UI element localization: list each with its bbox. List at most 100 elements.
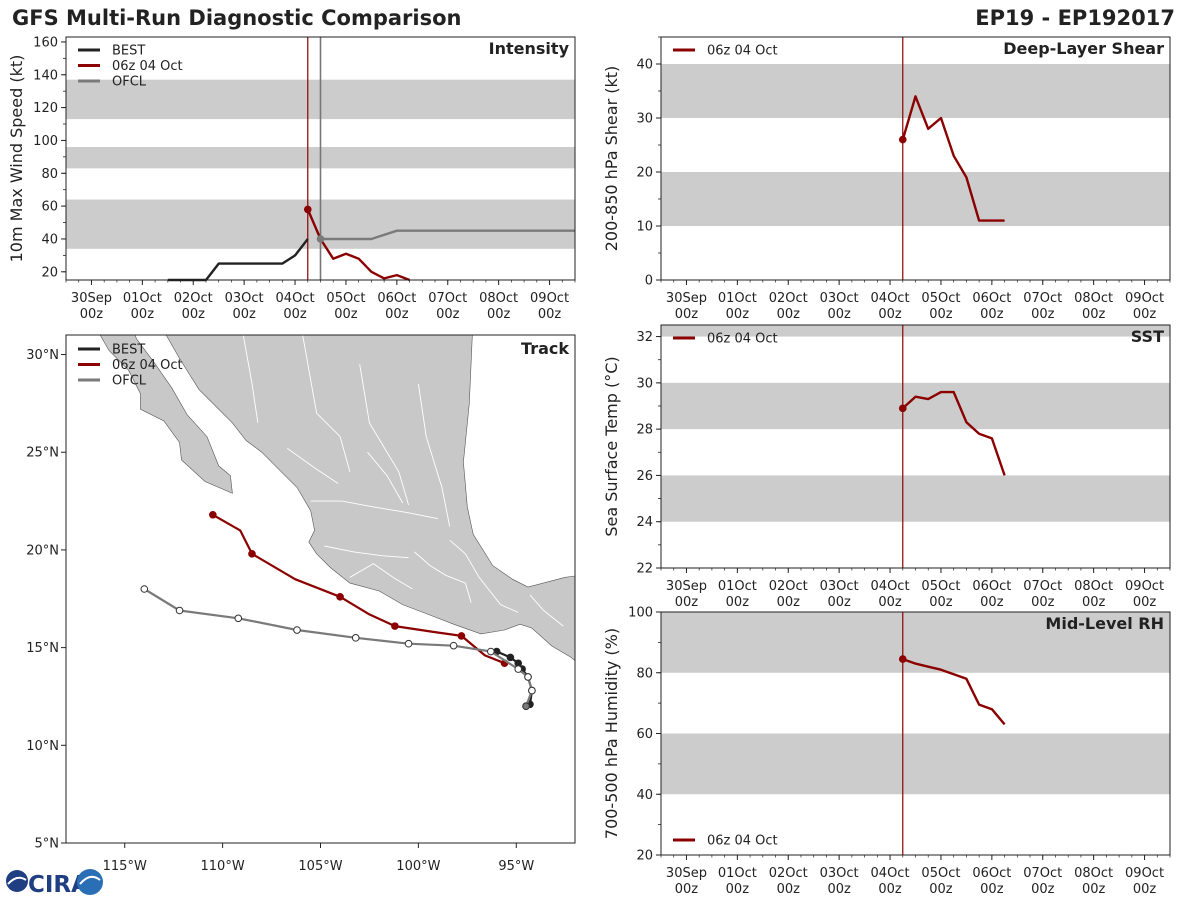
sst-ylabel: Sea Surface Temp (°C) [602, 356, 621, 536]
intensity-xtick-date: 08Oct [479, 291, 518, 306]
rh-xtick-hour: 00z [675, 882, 699, 897]
shear-panel-title: Deep-Layer Shear [1003, 39, 1164, 58]
rh-xtick-date: 02Oct [769, 866, 808, 881]
cira-logo: CIRA [6, 869, 103, 898]
shear-xtick-date: 06Oct [972, 291, 1011, 306]
rh-threshold-band [661, 733, 1170, 795]
shear-xtick-hour: 00z [827, 307, 851, 322]
shear-xtick-date: 02Oct [769, 291, 808, 306]
shear-threshold-band [661, 172, 1170, 226]
intensity-ofcl-start-marker [316, 235, 325, 243]
rh-ytick-label: 40 [636, 788, 653, 803]
track-point [487, 647, 495, 656]
sst-ytick-label: 24 [636, 515, 653, 530]
shear-threshold-band [661, 64, 1170, 118]
intensity-xtick-hour: 00z [385, 307, 409, 322]
logo-swoosh-icon [7, 876, 27, 885]
shear-xtick-date: 07Oct [1023, 291, 1062, 306]
sst-ytick-label: 30 [636, 376, 653, 391]
track-point [506, 653, 515, 662]
intensity-series-line-2 [320, 229, 575, 241]
rh-xtick-hour: 00z [1082, 882, 1106, 897]
rh-xtick-date: 08Oct [1074, 866, 1113, 881]
state-boundary [417, 383, 451, 527]
track-point [140, 585, 149, 593]
intensity-xtick-date: 06Oct [377, 291, 416, 306]
shear-legend-label: 06z 04 Oct [707, 44, 778, 59]
sst-threshold-band [661, 382, 1170, 430]
rh-xtick-date: 30Sep [666, 866, 707, 881]
state-boundary [324, 545, 409, 559]
rh-xtick-hour: 00z [929, 882, 953, 897]
intensity-series-line-0 [167, 238, 309, 282]
rh-legend-label: 06z 04 Oct [707, 834, 778, 849]
track-point [293, 626, 301, 634]
track-legend-label: BEST [112, 343, 145, 358]
track-xtick-label: 95°W [498, 859, 534, 874]
track-point [528, 686, 536, 695]
track-xtick-label: 100°W [396, 859, 440, 874]
logo-emblem-wave-icon [79, 875, 101, 885]
sst-xtick-date: 30Sep [666, 579, 707, 594]
track-legend-label: OFCL [112, 374, 147, 389]
sst-threshold-band [661, 475, 1170, 522]
intensity-panel: 2040608010012014016030Sep00z01Oct00z02Oc… [7, 35, 576, 322]
track-point [404, 639, 413, 648]
logo-globe-icon [6, 870, 28, 892]
track-point [209, 510, 217, 519]
shear-ytick-label: 10 [636, 220, 653, 235]
track-point [522, 702, 530, 711]
gulf-of-mexico [463, 335, 575, 588]
intensity-series-line-1 [306, 208, 411, 282]
track-ytick-label: 10°N [26, 739, 59, 754]
track-point [234, 614, 243, 623]
state-boundary [242, 335, 259, 423]
state-boundary [414, 551, 472, 603]
shear-xtick-hour: 00z [980, 307, 1004, 322]
sst-legend-label: 06z 04 Oct [707, 332, 778, 347]
baja-peninsula [99, 335, 233, 494]
shear-xtick-hour: 00z [1031, 307, 1055, 322]
shear-series-start-marker [898, 135, 907, 144]
shear-xtick-hour: 00z [929, 307, 953, 322]
sst-series-start-marker [898, 404, 907, 413]
intensity-legend-label: OFCL [112, 75, 147, 90]
rh-xtick-date: 05Oct [921, 866, 960, 881]
rh-series-line-0 [902, 657, 1006, 726]
sst-xtick-hour: 00z [878, 595, 902, 610]
shear-ytick-label: 20 [636, 166, 653, 181]
track-ytick-label: 5°N [35, 837, 60, 852]
shear-series-line-0 [901, 95, 1005, 222]
intensity-xtick-hour: 00z [182, 307, 206, 322]
track-point [351, 634, 360, 642]
track-point [175, 606, 184, 615]
sst-panel: 22242628303230Sep00z01Oct00z02Oct00z03Oc… [602, 324, 1171, 610]
track-line-06z-04-oct [212, 513, 505, 665]
intensity-xtick-hour: 00z [283, 307, 307, 322]
rh-xtick-date: 09Oct [1125, 866, 1164, 881]
intensity-xtick-hour: 00z [436, 307, 460, 322]
shear-xtick-date: 04Oct [871, 291, 910, 306]
intensity-xtick-date: 30Sep [71, 291, 112, 306]
rh-xtick-hour: 00z [1133, 882, 1157, 897]
shear-ytick-label: 40 [636, 58, 653, 73]
shear-panel: 01020304030Sep00z01Oct00z02Oct00z03Oct00… [602, 36, 1171, 322]
track-point [391, 622, 399, 630]
rh-ytick-label: 20 [636, 849, 653, 864]
track-xtick-label: 115°W [103, 859, 147, 874]
rh-ylabel: 700-500 hPa Humidity (%) [602, 628, 621, 839]
rh-series-start-marker [898, 655, 907, 663]
intensity-xtick-hour: 00z [80, 307, 104, 322]
intensity-xtick-date: 01Oct [123, 291, 162, 306]
intensity-xtick-hour: 00z [232, 307, 256, 322]
track-legend-label: 06z 04 Oct [112, 358, 183, 373]
rh-xtick-hour: 00z [980, 882, 1004, 897]
intensity-ytick-label: 140 [33, 68, 58, 83]
state-boundary [529, 594, 564, 627]
sst-xtick-date: 07Oct [1023, 579, 1062, 594]
sst-xtick-hour: 00z [980, 595, 1004, 610]
intensity-ylabel: 10m Max Wind Speed (kt) [7, 55, 26, 263]
rh-xtick-hour: 00z [1031, 882, 1055, 897]
rh-ytick-label: 60 [636, 727, 653, 742]
